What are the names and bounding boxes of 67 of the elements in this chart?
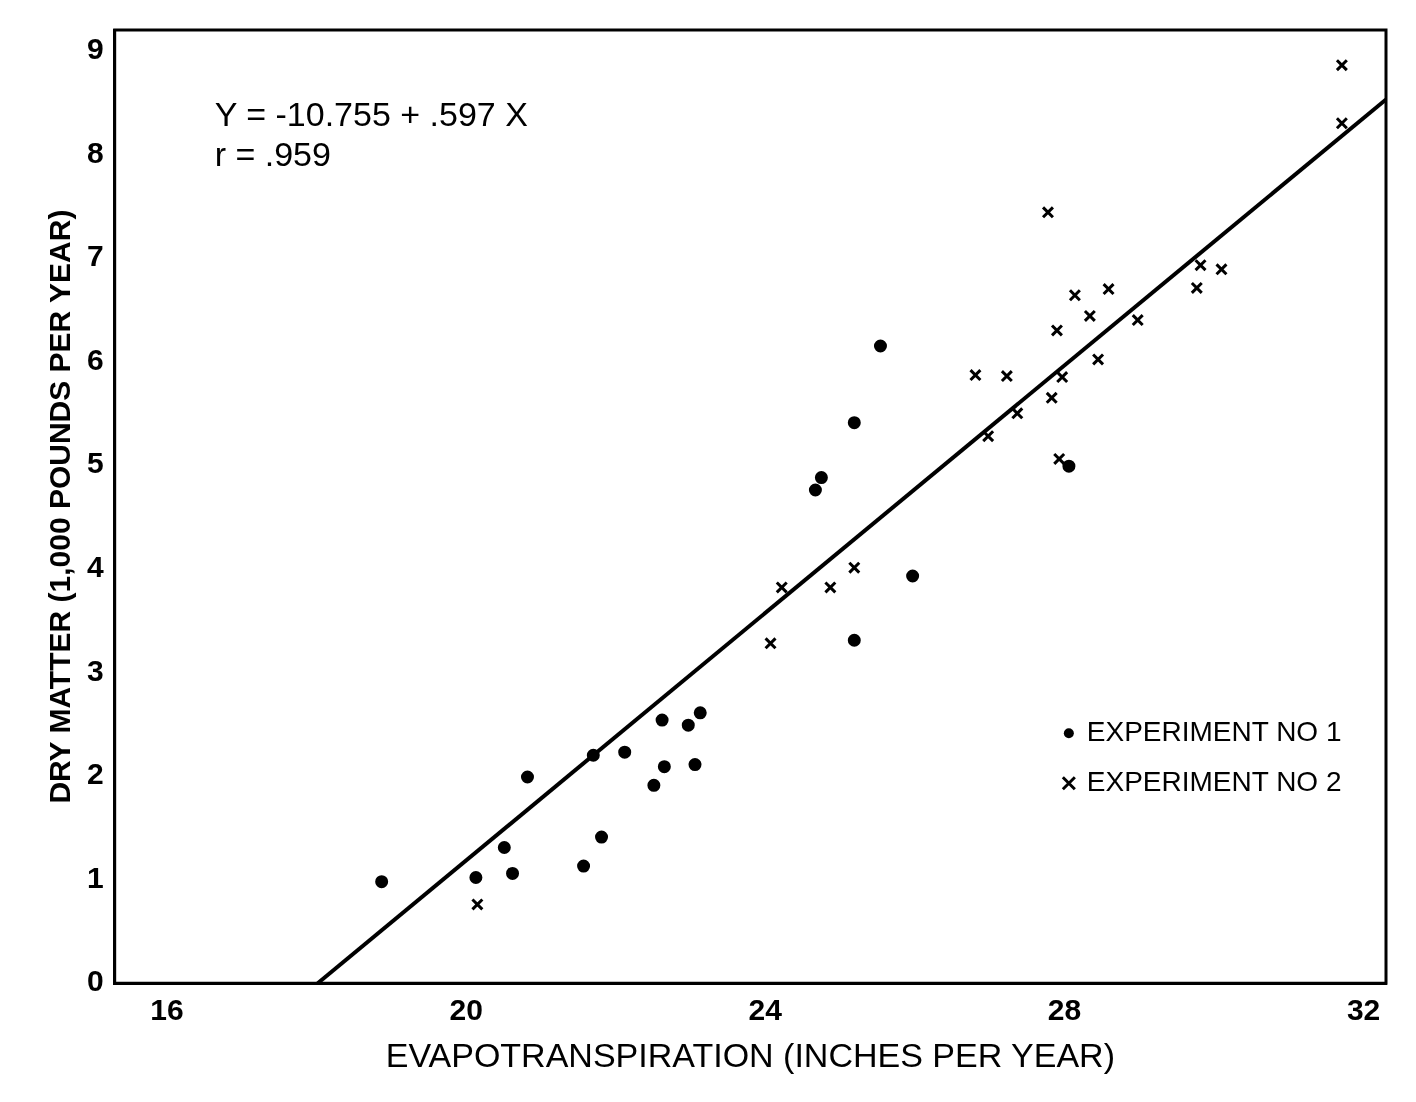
point — [814, 471, 828, 485]
point — [847, 633, 861, 647]
point — [775, 580, 789, 594]
point — [1091, 353, 1105, 366]
x-tick-label: 28 — [1047, 993, 1082, 1027]
legend-label: EXPERIMENT NO 2 — [1086, 765, 1342, 797]
point — [470, 898, 484, 911]
point — [693, 706, 707, 720]
x-tick-label: 20 — [449, 993, 483, 1027]
point — [1062, 459, 1076, 473]
point — [981, 429, 995, 443]
point — [655, 713, 669, 727]
point — [1102, 282, 1115, 296]
point — [764, 636, 777, 650]
y-tick-label: 9 — [87, 31, 104, 65]
point — [595, 830, 609, 844]
point — [577, 859, 591, 873]
point — [688, 758, 702, 772]
point — [647, 778, 661, 792]
point — [681, 718, 695, 732]
point — [375, 875, 389, 889]
point — [657, 760, 671, 774]
y-tick-label: 2 — [87, 757, 104, 791]
x-tick-label: 24 — [748, 993, 783, 1027]
point — [497, 840, 511, 854]
point — [1050, 324, 1064, 337]
x-axis-title: EVAPOTRANSPIRATION (INCHES PER YEAR) — [385, 1035, 1115, 1074]
point — [520, 770, 534, 784]
point — [586, 748, 600, 762]
point — [469, 871, 483, 885]
point — [618, 745, 632, 759]
y-tick-label: 1 — [87, 860, 104, 894]
point — [1190, 281, 1204, 295]
point — [808, 483, 822, 497]
y-axis-title: DRY MATTER (1,000 POUNDS PER YEAR) — [43, 209, 77, 804]
annotation: Y = -10.755 + .597 X — [214, 95, 528, 134]
x-tick-label: 16 — [150, 993, 184, 1027]
y-tick-label: 7 — [87, 239, 104, 273]
point — [1194, 258, 1207, 272]
point — [847, 561, 861, 575]
y-tick-label: 0 — [87, 964, 104, 998]
annotation: r = .959 — [214, 135, 331, 174]
point — [1010, 406, 1024, 420]
point — [506, 866, 520, 880]
point — [1055, 370, 1069, 384]
y-tick-label: 8 — [87, 135, 104, 169]
y-tick-label: 4 — [87, 550, 104, 584]
x-tick-label: 32 — [1346, 993, 1381, 1027]
point — [1000, 369, 1014, 383]
point — [1068, 288, 1082, 302]
y-tick-label: 3 — [87, 653, 104, 687]
point — [1083, 309, 1097, 323]
point — [906, 569, 920, 583]
point — [847, 416, 861, 430]
point — [1041, 205, 1055, 219]
y-tick-label: 5 — [87, 446, 104, 480]
point — [968, 368, 982, 382]
point — [823, 580, 837, 594]
point — [1131, 313, 1145, 327]
point — [1335, 116, 1349, 130]
point — [873, 339, 887, 353]
point — [1052, 452, 1066, 466]
point — [1215, 262, 1228, 276]
point — [1335, 58, 1349, 72]
y-tick-label: 6 — [87, 342, 104, 376]
point — [1045, 391, 1059, 405]
legend-label: EXPERIMENT NO 1 — [1086, 715, 1342, 747]
